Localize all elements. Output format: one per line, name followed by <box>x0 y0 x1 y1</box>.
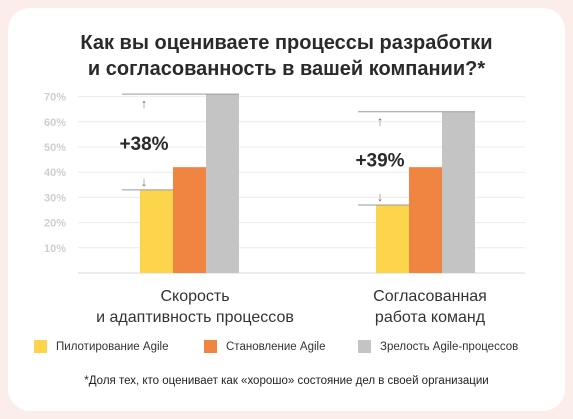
category-label-teams: Согласованная работа команд <box>330 286 530 328</box>
y-tick-label-60: 60% <box>44 117 66 129</box>
bar-speed-series-2 <box>173 167 206 273</box>
legend-swatch-formation <box>204 340 217 353</box>
category-label-speed-line1: Скорость <box>160 288 230 305</box>
category-label-teams-line1: Согласованная <box>373 288 487 305</box>
chart-title: Как вы оцениваете процессы разработки и … <box>0 30 573 82</box>
bar-teams-series-1 <box>376 204 409 273</box>
title-line-1: Как вы оцениваете процессы разработки <box>80 32 493 54</box>
category-label-teams-line2: работа команд <box>374 309 486 326</box>
chart-legend: Пилотирование Agile Становление Agile Зр… <box>0 340 573 360</box>
y-tick-label-30: 30% <box>44 192 66 204</box>
arrow-up-teams: ↑ <box>377 114 384 129</box>
y-tick-label-70: 70% <box>44 92 66 104</box>
bar-teams-series-2 <box>409 167 442 273</box>
legend-label-maturity: Зрелость Agile-процессов <box>380 341 519 353</box>
arrow-down-teams: ↓ <box>377 189 384 204</box>
bar-teams-series-3 <box>442 111 475 273</box>
legend-swatch-pilot <box>34 340 47 353</box>
annotation-label-speed: +38% <box>119 134 168 155</box>
footnote: *Доля тех, кто оценивает как «хорошо» со… <box>84 375 489 387</box>
category-label-speed: Скорость и адаптивность процессов <box>80 286 310 328</box>
annotation-label-teams: +39% <box>355 150 404 171</box>
category-label-speed-line2: и адаптивность процессов <box>96 309 294 326</box>
y-tick-label-40: 40% <box>44 167 66 179</box>
arrow-down-speed: ↓ <box>141 174 148 189</box>
bar-speed-series-1 <box>140 189 173 273</box>
legend-label-pilot: Пилотирование Agile <box>56 341 169 353</box>
y-tick-label-50: 50% <box>44 142 66 154</box>
arrow-up-speed: ↑ <box>141 96 148 111</box>
bar-speed-series-3 <box>206 94 239 273</box>
y-tick-label-20: 20% <box>44 218 66 230</box>
y-tick-label-10: 10% <box>44 243 66 255</box>
legend-label-formation: Становление Agile <box>226 341 326 353</box>
legend-swatch-maturity <box>358 340 371 353</box>
title-line-2: и согласованность в вашей компании?* <box>87 58 486 80</box>
